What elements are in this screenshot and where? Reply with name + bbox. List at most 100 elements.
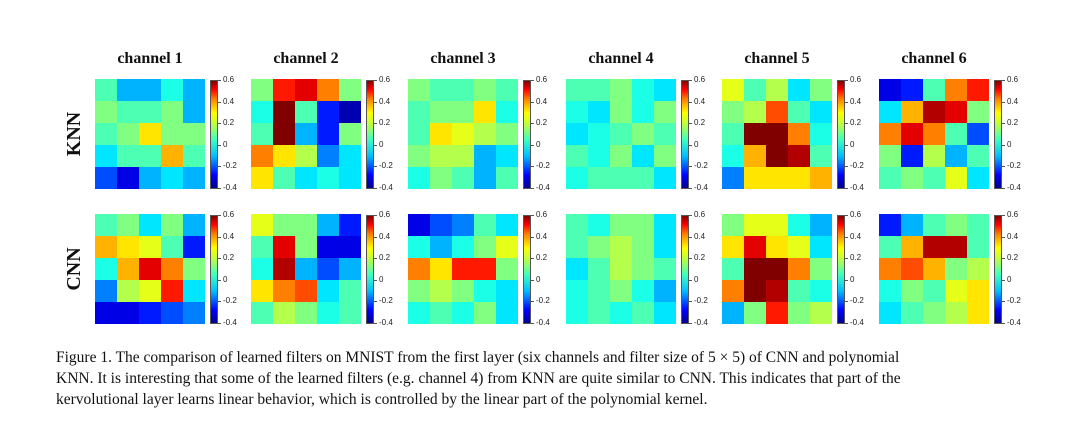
- heatmap-cell: [408, 101, 430, 123]
- heatmap-cell: [452, 214, 474, 236]
- colorbar-tick-mark: [845, 144, 848, 146]
- colorbar-tick-mark: [845, 279, 848, 281]
- colorbar-tick-mark: [1002, 123, 1005, 125]
- colorbar-tick-label: 0: [694, 274, 699, 284]
- heatmap-cell: [788, 302, 810, 324]
- heatmap-cell: [632, 101, 654, 123]
- heatmap-cell: [183, 123, 205, 145]
- heatmap-cell: [632, 167, 654, 189]
- heatmap-cell: [273, 167, 295, 189]
- heatmap-cell: [117, 79, 139, 101]
- heatmap-cell: [408, 123, 430, 145]
- colorbar-tick-label: 0.6: [694, 210, 706, 219]
- colorbar-tick-label: 0: [1007, 139, 1012, 149]
- heatmap-cell: [317, 101, 339, 123]
- column-title-1: channel 1: [117, 50, 183, 67]
- heatmap-cell: [967, 123, 989, 145]
- colorbar-tick-mark: [1002, 80, 1005, 81]
- colorbar-tick-label: 0.6: [1007, 210, 1019, 219]
- heatmap-cell: [879, 214, 901, 236]
- colorbar-tick-label: 0: [1007, 274, 1012, 284]
- colorbar-tick-mark: [218, 323, 221, 324]
- colorbar-tick-label: 0.6: [223, 210, 235, 219]
- heatmap-cell: [901, 214, 923, 236]
- heatmap: [566, 79, 676, 189]
- heatmap-cell: [967, 258, 989, 280]
- heatmap-cell: [722, 145, 744, 167]
- row-label-0: KNN: [63, 111, 85, 157]
- filter-panel-knn-ch4: 0.6 0.4 0.2 0 -0.2 -0.4: [566, 76, 716, 192]
- colorbar-tick-label: 0.2: [850, 118, 862, 128]
- heatmap-cell: [95, 145, 117, 167]
- heatmap-cell: [810, 167, 832, 189]
- colorbar-tick-label: 0.2: [850, 253, 862, 263]
- heatmap-cell: [183, 258, 205, 280]
- column-title-3: channel 3: [430, 50, 496, 67]
- heatmap-cell: [810, 302, 832, 324]
- colorbar-tick-mark: [374, 215, 377, 216]
- colorbar-tick-label: 0.2: [1007, 253, 1019, 263]
- colorbar-tick-mark: [689, 258, 692, 260]
- heatmap-cell: [117, 101, 139, 123]
- heatmap-cell: [566, 302, 588, 324]
- heatmap-cell: [945, 214, 967, 236]
- heatmap-cell: [766, 79, 788, 101]
- heatmap-cell: [901, 79, 923, 101]
- colorbar-tick-label: 0.6: [1007, 75, 1019, 84]
- colorbar-tick-mark: [531, 188, 534, 189]
- heatmap-cell: [273, 236, 295, 258]
- colorbar: [681, 215, 689, 324]
- heatmap-cell: [430, 101, 452, 123]
- colorbar-tick-mark: [1002, 323, 1005, 324]
- heatmap-cell: [95, 79, 117, 101]
- heatmap-cell: [452, 236, 474, 258]
- heatmap-cell: [95, 258, 117, 280]
- heatmap-cell: [474, 214, 496, 236]
- colorbar-tick-label: -0.2: [694, 296, 708, 306]
- heatmap-cell: [161, 214, 183, 236]
- heatmap-cell: [810, 258, 832, 280]
- colorbar-tick-mark: [531, 236, 534, 238]
- heatmap-cell: [430, 214, 452, 236]
- colorbar: [366, 215, 374, 324]
- heatmap-cell: [161, 145, 183, 167]
- heatmap-cell: [117, 280, 139, 302]
- heatmap-cell: [273, 79, 295, 101]
- heatmap-cell: [452, 101, 474, 123]
- colorbar-tick-label: 0.4: [850, 231, 862, 241]
- heatmap-cell: [139, 214, 161, 236]
- heatmap-cell: [879, 79, 901, 101]
- colorbar-tick-label: -0.4: [850, 183, 864, 192]
- colorbar-tick-label: 0.2: [1007, 118, 1019, 128]
- heatmap-cell: [722, 214, 744, 236]
- heatmap-cell: [632, 258, 654, 280]
- colorbar: [994, 80, 1002, 189]
- heatmap-cell: [139, 302, 161, 324]
- heatmap: [566, 214, 676, 324]
- heatmap-cell: [967, 302, 989, 324]
- colorbar-tick-label: -0.4: [536, 318, 550, 327]
- heatmap-cell: [295, 214, 317, 236]
- colorbar-tick-mark: [218, 123, 221, 125]
- heatmap-cell: [251, 79, 273, 101]
- colorbar-tick-label: 0.6: [850, 75, 862, 84]
- heatmap-cell: [632, 145, 654, 167]
- heatmap-cell: [408, 214, 430, 236]
- heatmap-cell: [744, 167, 766, 189]
- colorbar-tick-mark: [374, 166, 377, 168]
- colorbar-tick-mark: [218, 80, 221, 81]
- heatmap: [251, 214, 361, 324]
- colorbar-tick-label: 0.2: [694, 253, 706, 263]
- heatmap-cell: [610, 258, 632, 280]
- heatmap-cell: [95, 101, 117, 123]
- colorbar-tick-mark: [689, 123, 692, 125]
- heatmap-cell: [967, 101, 989, 123]
- colorbar-tick-mark: [374, 144, 377, 146]
- heatmap-cell: [339, 101, 361, 123]
- colorbar-tick-mark: [374, 123, 377, 125]
- heatmap-cell: [430, 123, 452, 145]
- colorbar-tick-mark: [689, 101, 692, 103]
- heatmap-cell: [610, 302, 632, 324]
- heatmap-cell: [945, 167, 967, 189]
- heatmap-cell: [923, 214, 945, 236]
